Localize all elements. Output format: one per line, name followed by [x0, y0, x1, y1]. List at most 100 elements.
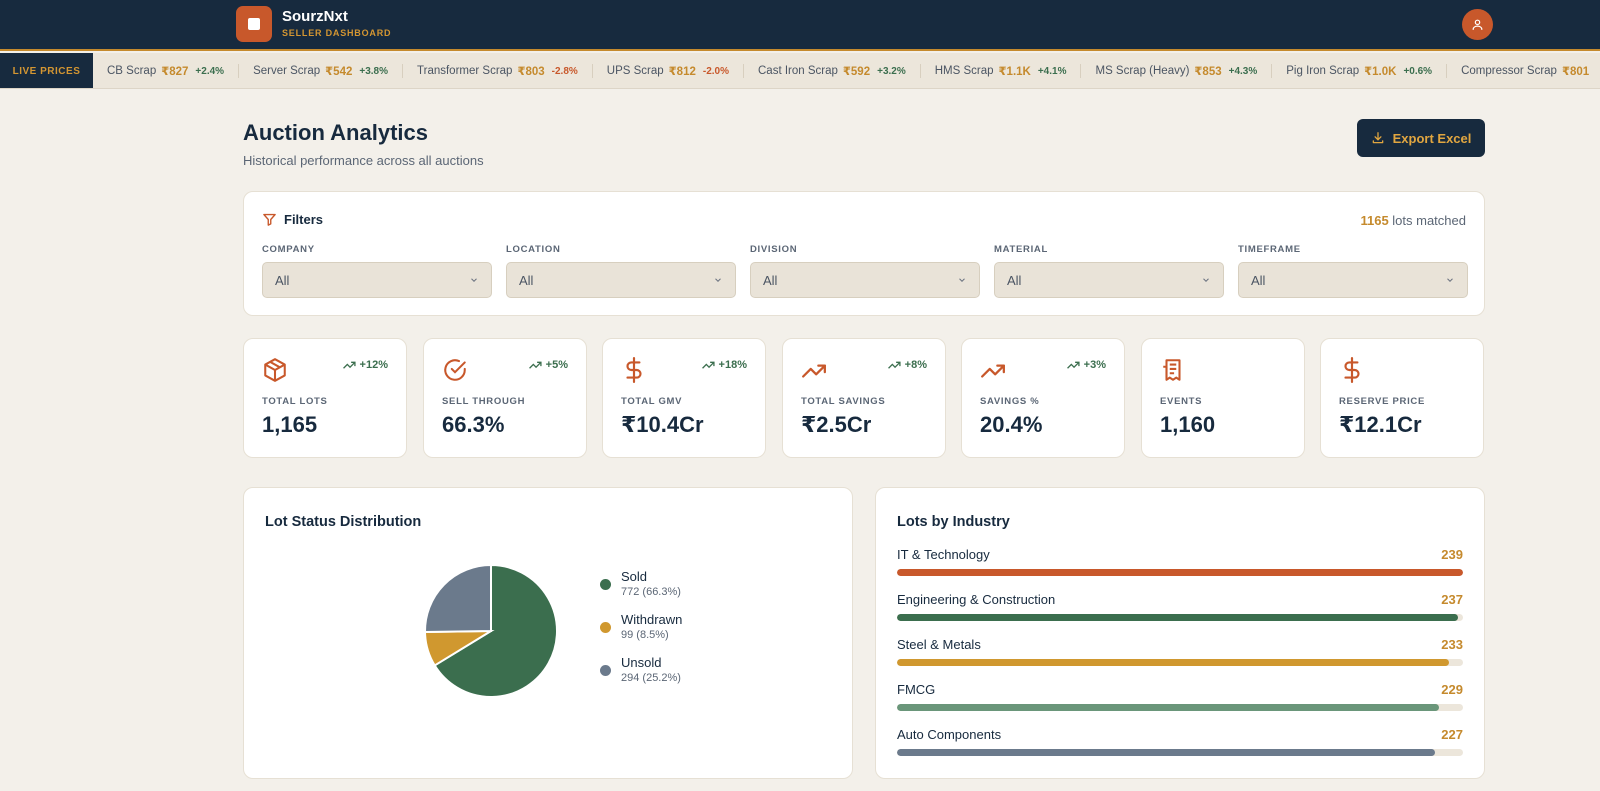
- ticker-name: Server Scrap: [253, 65, 321, 77]
- lot-status-panel: Lot Status Distribution Sold 772 (66.3%)…: [243, 487, 853, 779]
- stat-trend: +18%: [701, 359, 747, 371]
- ticker-price: ₹801: [1561, 66, 1590, 78]
- ticker-change: +3.2%: [877, 65, 906, 77]
- division-select[interactable]: All: [750, 262, 980, 298]
- ticker-item: Cast Iron Scrap ₹592 +3.2%: [744, 64, 921, 78]
- trending-up-icon: [981, 364, 1005, 378]
- filters-title: Filters: [284, 212, 324, 227]
- chevron-down-icon: [959, 278, 965, 282]
- export-excel-button[interactable]: Export Excel: [1357, 119, 1485, 157]
- ticker-change: +4.1%: [1037, 65, 1067, 77]
- live-prices-badge: LIVE PRICES: [0, 53, 93, 88]
- package-icon: [264, 358, 286, 382]
- industry-row: IT & Technology 239: [897, 547, 1463, 587]
- ticker-change: -2.8%: [551, 65, 578, 77]
- stat-label: TOTAL SAVINGS: [801, 396, 886, 407]
- filters-heading: Filters: [262, 212, 323, 227]
- industry-bar-fill: [897, 749, 1435, 756]
- stat-trend: +12%: [342, 359, 388, 371]
- legend-name: Sold: [621, 569, 648, 584]
- legend-item-sold: Sold 772 (66.3%): [600, 569, 682, 612]
- industry-name: IT & Technology: [897, 547, 990, 562]
- stat-label: EVENTS: [1160, 396, 1203, 407]
- industry-bar-fill: [897, 659, 1449, 666]
- ticker-price: ₹542: [325, 66, 353, 78]
- stat-sell-through: +5% SELL THROUGH 66.3%: [423, 338, 587, 458]
- ticker-change: +2.4%: [195, 65, 225, 77]
- ticker-item: MS Scrap (Heavy) ₹853 +4.3%: [1081, 64, 1273, 78]
- select-value: All: [519, 272, 534, 288]
- filter-location: LOCATION All: [506, 244, 736, 298]
- ticker-name: HMS Scrap: [934, 65, 994, 77]
- select-value: All: [275, 272, 290, 288]
- ticker-name: CB Scrap: [107, 65, 157, 77]
- stat-value: ₹12.1Cr: [1339, 412, 1422, 437]
- ticker-change: +3.8%: [359, 65, 389, 77]
- ticker-price: ₹827: [161, 66, 189, 78]
- material-select[interactable]: All: [994, 262, 1224, 298]
- filter-timeframe: TIMEFRAME All: [1238, 244, 1468, 298]
- app-name: SourzNxt: [282, 8, 348, 25]
- legend-dot: [600, 622, 611, 633]
- industry-row: Steel & Metals 233: [897, 637, 1463, 677]
- chevron-down-icon: [715, 278, 721, 282]
- stat-trend: +8%: [887, 359, 927, 371]
- ticker-name: MS Scrap (Heavy): [1095, 65, 1190, 77]
- dollar-icon: [626, 357, 642, 383]
- stat-total-gmv: +18% TOTAL GMV ₹10.4Cr: [602, 338, 766, 458]
- stat-value: 1,160: [1160, 412, 1216, 437]
- lots-by-industry-panel: Lots by Industry IT & Technology 239 Eng…: [875, 487, 1485, 779]
- industry-bar-track: [897, 659, 1463, 666]
- industry-count: 227: [1441, 727, 1463, 742]
- ticker-price: ₹812: [668, 66, 696, 78]
- industry-bar-track: [897, 704, 1463, 711]
- ticker-item: Compressor Scrap ₹801: [1447, 64, 1600, 78]
- export-excel-label: Export Excel: [1392, 130, 1472, 146]
- top-navigation-bar: SourzNxt SELLER DASHBOARD: [0, 0, 1600, 51]
- download-icon: [1372, 132, 1383, 144]
- stat-label: SAVINGS %: [980, 396, 1040, 407]
- lot-status-title: Lot Status Distribution: [265, 514, 422, 530]
- legend-name: Withdrawn: [621, 612, 683, 627]
- page-subtitle: Historical performance across all auctio…: [243, 153, 484, 168]
- trending-up-icon: [342, 361, 356, 369]
- industry-row: Auto Components 227: [897, 727, 1463, 767]
- legend-item-unsold: Unsold 294 (25.2%): [600, 655, 682, 698]
- pie-slice-sold[interactable]: [433, 563, 558, 698]
- industry-bar-fill: [897, 704, 1440, 711]
- user-avatar[interactable]: [1462, 9, 1493, 40]
- filter-material: MATERIAL All: [994, 244, 1224, 298]
- filter-icon: [263, 213, 276, 226]
- trending-up-icon: [1066, 361, 1080, 369]
- app-subtitle: SELLER DASHBOARD: [282, 28, 392, 38]
- industry-bar-fill: [897, 569, 1463, 576]
- company-select[interactable]: All: [262, 262, 492, 298]
- trending-up-icon: [802, 364, 826, 378]
- timeframe-select[interactable]: All: [1238, 262, 1468, 298]
- stat-reserve-price: RESERVE PRICE ₹12.1Cr: [1320, 338, 1484, 458]
- stat-value: 1,165: [262, 412, 318, 437]
- industry-row: FMCG 229: [897, 682, 1463, 722]
- filter-company: COMPANY All: [262, 244, 492, 298]
- lots-matched: 1165 lots matched: [1360, 213, 1466, 228]
- ticker-change: +4.3%: [1228, 65, 1258, 77]
- stat-label: RESERVE PRICE: [1339, 396, 1426, 407]
- ticker-item: Pig Iron Scrap ₹1.0K +0.6%: [1272, 64, 1448, 78]
- location-select[interactable]: All: [506, 262, 736, 298]
- industry-bar-track: [897, 749, 1463, 756]
- lots-matched-suffix: lots matched: [1388, 213, 1466, 228]
- filter-label: MATERIAL: [994, 244, 1048, 255]
- industry-name: FMCG: [897, 682, 936, 697]
- pie-legend: Sold 772 (66.3%) Withdrawn 99 (8.5%) Uns…: [600, 569, 682, 698]
- pie-slice-unsold[interactable]: [424, 563, 492, 633]
- page-title: Auction Analytics: [243, 120, 428, 145]
- chevron-down-icon: [1447, 278, 1453, 282]
- chevron-down-icon: [471, 278, 477, 282]
- filter-label: LOCATION: [506, 244, 561, 255]
- ticker-name: Transformer Scrap: [417, 65, 513, 77]
- legend-value: 772 (66.3%): [621, 586, 681, 598]
- industry-name: Engineering & Construction: [897, 592, 1056, 607]
- app-logo[interactable]: [236, 6, 272, 42]
- filter-label: TIMEFRAME: [1238, 244, 1301, 255]
- ticker-name: UPS Scrap: [606, 65, 664, 77]
